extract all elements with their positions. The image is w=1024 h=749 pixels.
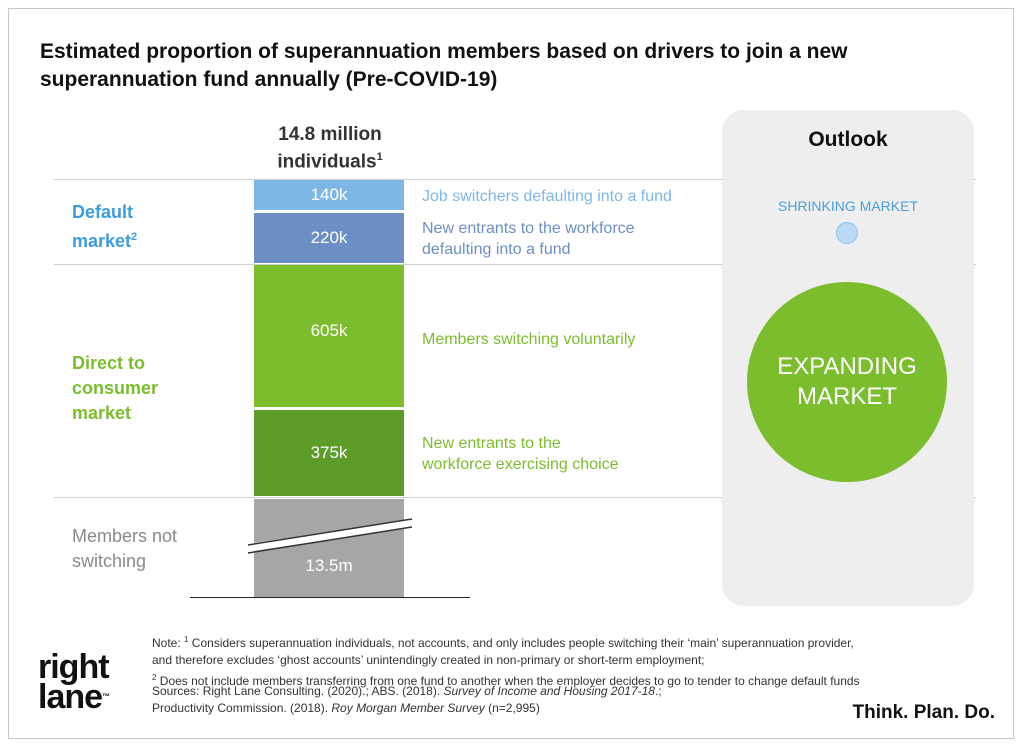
bar-label-new-entrants-choice: 375k — [310, 443, 348, 462]
column-header: 14.8 million individuals1 — [250, 124, 410, 173]
logo-line-2: lane™ — [38, 680, 138, 714]
group-label-default: Default market2 — [72, 200, 137, 254]
logo-line-1: right — [38, 648, 110, 686]
sources-line2-prefix: Productivity Commission. (2018). — [152, 701, 332, 715]
note-prefix: Note: — [152, 636, 185, 650]
bar-segment-job-switchers: 140k — [254, 180, 404, 210]
group-default-line-2-text: market — [72, 231, 132, 251]
group-direct-line-3: market — [72, 403, 132, 423]
bar-label-switching-voluntarily: 605k — [310, 321, 348, 340]
bar-label-new-entrants-default: 220k — [310, 228, 348, 247]
desc-new-entrants-choice-line-1: New entrants to the — [422, 435, 561, 452]
note-sup-2: 2 — [152, 673, 157, 682]
group-label-not-switching: Members not switching — [72, 524, 177, 574]
outlook-title: Outlook — [808, 128, 888, 151]
desc-job-switchers: Job switchers defaulting into a fund — [422, 188, 672, 205]
note-line-1: Note: 1 Considers superannuation individ… — [152, 631, 952, 652]
group-default-footnote: 2 — [131, 231, 138, 243]
desc-new-entrants-choice: New entrants to the workforce exercising… — [422, 433, 619, 475]
expanding-line-1: EXPANDING — [777, 353, 917, 380]
logo-line-2-text: lane — [38, 678, 103, 716]
axis-break-gap — [240, 519, 415, 553]
column-header-footnote: 1 — [376, 151, 383, 163]
chart-title: Estimated proportion of superannuation m… — [40, 40, 848, 91]
bar-label-job-switchers: 140k — [310, 185, 348, 204]
right-lane-logo: right lane™ — [38, 648, 138, 714]
group-direct-line-2: consumer — [72, 378, 159, 398]
note-text-1: Considers superannuation individuals, no… — [188, 636, 854, 650]
sources-line-1: Sources: Right Lane Consulting. (2020).;… — [152, 683, 852, 700]
divider-default-direct — [54, 264, 976, 265]
group-notswitching-line-1: Members not — [72, 526, 178, 546]
group-label-direct: Direct to consumer market — [72, 351, 158, 426]
note-line-3: 2 Does not include members transferring … — [152, 669, 952, 690]
tagline: Think. Plan. Do. — [852, 702, 995, 723]
sources-prefix: Sources: Right Lane Consulting. (2020).;… — [152, 684, 444, 698]
group-direct-line-1: Direct to — [72, 353, 146, 373]
sources: Sources: Right Lane Consulting. (2020).;… — [152, 683, 852, 717]
bar-label-not-switching: 13.5m — [305, 556, 353, 575]
group-notswitching-line-2: switching — [72, 551, 147, 571]
sources-suffix: (n=2,995) — [484, 701, 540, 715]
axis-break-line-top — [247, 518, 413, 546]
divider-top — [54, 179, 976, 180]
expanding-market-circle: EXPANDING MARKET — [747, 282, 947, 482]
baseline — [190, 597, 470, 598]
sources-line-2: Productivity Commission. (2018). Roy Mor… — [152, 700, 852, 717]
desc-switching-voluntarily: Members switching voluntarily — [422, 331, 636, 348]
note-sup-1: 1 — [184, 635, 189, 644]
footnotes: Note: 1 Considers superannuation individ… — [152, 631, 952, 690]
note-line-2: and therefore excludes ‘ghost accounts’ … — [152, 653, 705, 667]
note-text-3: Does not include members transferring fr… — [156, 674, 860, 688]
group-default-line-1: Default — [72, 202, 134, 222]
shrinking-market-circle — [836, 222, 858, 244]
divider-direct-notswitching — [54, 497, 976, 498]
group-default-line-2: market2 — [72, 225, 137, 254]
desc-new-entrants-choice-line-2: workforce exercising choice — [422, 456, 619, 473]
sources-italic-1: Survey of Income and Housing 2017-18 — [443, 684, 655, 698]
axis-break — [240, 518, 415, 554]
axis-break-line-bottom — [247, 526, 413, 554]
desc-new-entrants-default: New entrants to the workforce defaulting… — [422, 218, 635, 260]
bar-segment-new-entrants-default: 220k — [254, 213, 404, 263]
frame — [8, 8, 1014, 739]
sources-italic-2: Roy Morgan Member Survey — [331, 701, 485, 715]
desc-new-entrants-default-line-2: defaulting into a fund — [422, 241, 571, 258]
sources-mid: .; — [654, 684, 662, 698]
shrinking-market-label: SHRINKING MARKET — [777, 198, 918, 214]
column-header-text: 14.8 million individuals — [277, 124, 382, 173]
bar-segment-switching-voluntarily: 605k — [254, 265, 404, 407]
expanding-line-2: MARKET — [796, 383, 897, 410]
bar-segment-new-entrants-choice: 375k — [254, 410, 404, 496]
logo-trademark: ™ — [102, 692, 111, 701]
desc-new-entrants-default-line-1: New entrants to the workforce — [422, 220, 635, 237]
